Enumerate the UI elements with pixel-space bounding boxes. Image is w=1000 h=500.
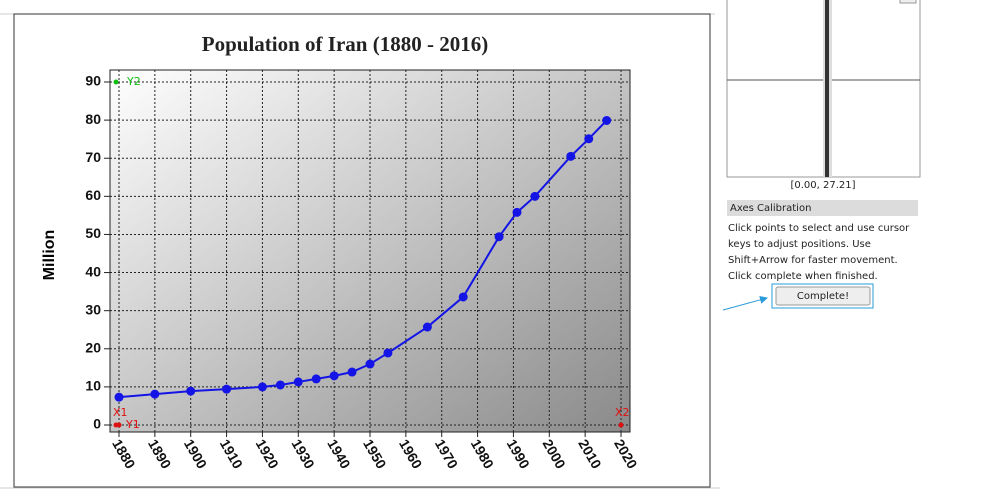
y-tick-label: 70 [85,149,101,165]
data-point [584,134,594,144]
data-point [530,191,540,201]
instruction-line: Click complete when finished. [728,271,878,282]
data-point [329,371,339,381]
y-axis-label: Million [41,230,58,281]
y-tick-label: 80 [85,111,101,127]
y-tick-label: 50 [85,225,101,241]
heading: Axes Calibration [730,203,811,214]
calibration-label: Y2 [126,75,141,88]
data-point [494,232,504,242]
instruction-line: keys to adjust positions. Use [728,239,871,250]
y-tick-label: 30 [85,301,101,317]
data-point [186,386,196,396]
calibration-point [113,422,119,428]
instructions: Click points to select and use cursor key… [728,223,910,282]
complete-button-label[interactable]: Complete! [797,291,849,302]
data-point [293,377,303,387]
data-point [383,348,393,358]
hint-arrow [722,295,768,311]
data-point [458,292,468,302]
data-point [311,374,321,384]
data-point [602,115,612,125]
data-point [257,382,267,392]
data-point [275,380,285,390]
zoom-corner [899,0,917,4]
calibration-point [618,422,624,428]
chart-title: Population of Iran (1880 - 2016) [202,32,488,56]
y-tick-label: 10 [85,378,101,394]
data-point [222,384,232,394]
instruction-line: Click points to select and use cursor [728,223,910,234]
data-point [150,389,160,399]
calibration-label: Y1 [125,418,140,431]
data-point [347,367,357,377]
calibration-point [113,79,119,85]
button-focus [771,283,874,309]
calibration-label: X1 [113,406,128,419]
data-point [422,322,432,332]
data-point [365,359,375,369]
complete-button[interactable] [775,286,871,306]
y-tick-label: 40 [85,263,101,279]
instruction-line: Shift+Arrow for faster movement. [728,255,898,266]
heading-bar [727,200,918,216]
data-point [114,392,124,402]
y-tick-label: 0 [93,416,101,432]
data-point [512,207,522,217]
data-point [566,151,576,161]
cursor-coords: [0.00, 27.21] [790,180,855,191]
y-tick-label: 90 [85,73,101,89]
calibration-label: X2 [615,406,630,419]
y-tick-label: 20 [85,339,101,355]
y-tick-label: 60 [85,187,101,203]
